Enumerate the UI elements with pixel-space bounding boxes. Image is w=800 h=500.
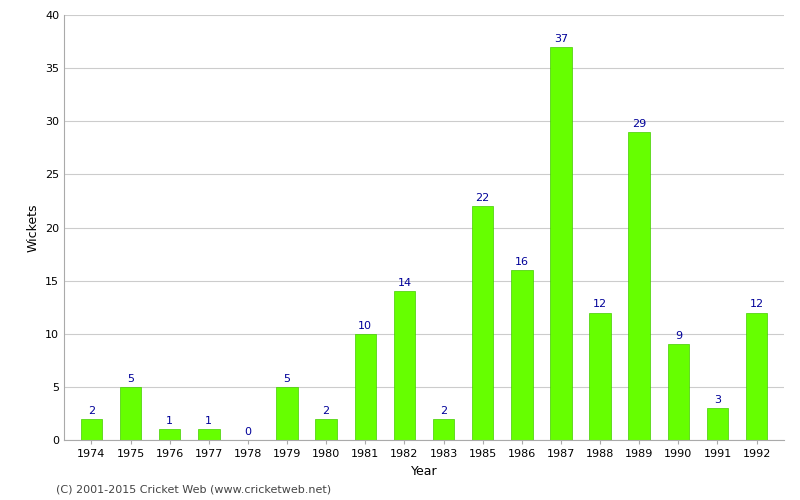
Text: 9: 9 [674,331,682,341]
Text: 12: 12 [593,300,607,310]
Bar [667,344,689,440]
Bar [81,419,102,440]
Bar [433,419,454,440]
Text: 29: 29 [632,118,646,128]
Bar [472,206,494,440]
Bar [550,47,572,440]
Text: 5: 5 [127,374,134,384]
Bar [120,387,142,440]
Text: 14: 14 [398,278,411,288]
Text: 2: 2 [440,406,447,415]
Text: 10: 10 [358,320,372,330]
Text: 2: 2 [322,406,330,415]
Text: 12: 12 [750,300,764,310]
Bar [354,334,376,440]
Bar [511,270,533,440]
Text: 1: 1 [206,416,212,426]
Text: 2: 2 [88,406,95,415]
Y-axis label: Wickets: Wickets [26,203,39,252]
Text: 5: 5 [283,374,290,384]
Bar [629,132,650,440]
Text: 37: 37 [554,34,568,43]
Text: 0: 0 [245,427,251,437]
Text: 3: 3 [714,395,721,405]
Text: (C) 2001-2015 Cricket Web (www.cricketweb.net): (C) 2001-2015 Cricket Web (www.cricketwe… [56,485,331,495]
Bar [706,408,728,440]
X-axis label: Year: Year [410,464,438,477]
Bar [315,419,337,440]
Bar [746,312,767,440]
Bar [590,312,611,440]
Bar [276,387,298,440]
Text: 16: 16 [515,257,529,267]
Text: 22: 22 [475,193,490,203]
Bar [198,430,219,440]
Bar [159,430,181,440]
Bar [394,291,415,440]
Text: 1: 1 [166,416,173,426]
